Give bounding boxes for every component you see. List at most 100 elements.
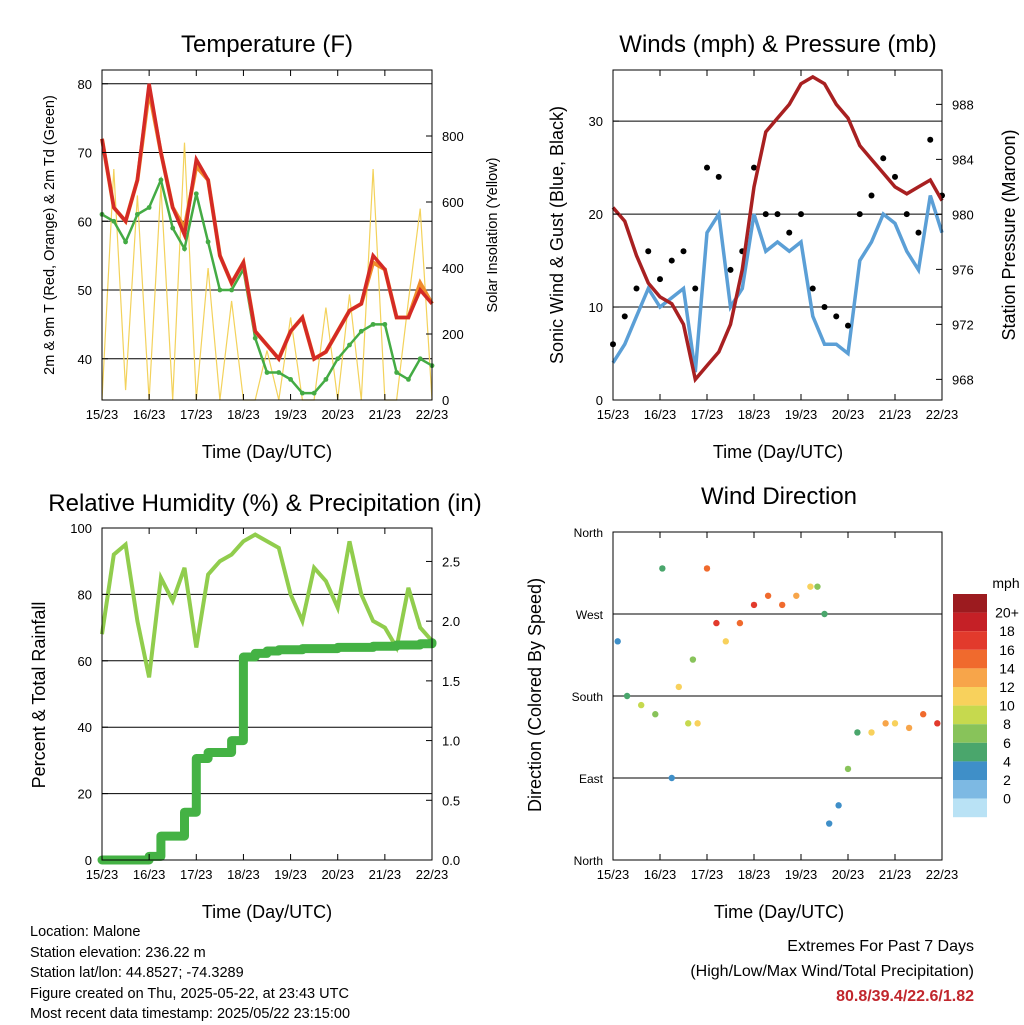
x-tick-label: 15/23 [86, 407, 119, 422]
y-tick-label: 980 [952, 207, 974, 222]
x-tick-label: 22/23 [926, 407, 959, 422]
y-tick-label: 10 [589, 300, 603, 315]
y-tick-label: 0.0 [442, 853, 460, 868]
legend-label: 12 [999, 679, 1015, 695]
direction-point [835, 802, 842, 809]
direction-point [764, 592, 772, 599]
legend-label: 10 [999, 698, 1015, 714]
y-tick-label: 2.5 [442, 554, 460, 569]
direction-point [652, 711, 659, 718]
gust-point [704, 164, 710, 171]
direction-point [920, 711, 927, 718]
x-tick-label: 21/23 [369, 867, 402, 882]
gust-point [621, 313, 628, 320]
y-tick-label: 0.5 [442, 793, 460, 808]
recent-timestamp: Most recent data timestamp: 2025/05/22 2… [30, 1006, 351, 1023]
y-tick-label: 976 [952, 262, 974, 277]
precipitation-line [97, 638, 437, 865]
dewpoint-point [193, 191, 199, 197]
direction-point [844, 765, 852, 773]
legend-label: 18 [999, 623, 1015, 639]
gust-point [633, 285, 640, 292]
winds-y-ticks-left: 0 10 20 30 [589, 114, 619, 408]
legend-swatch [953, 631, 987, 650]
gust-point [774, 211, 781, 218]
direction-point [713, 619, 720, 627]
extremes-subtitle: (High/Low/Max Wind/Total Precipitation) [690, 963, 974, 980]
temperature-y-label-left: 2m & 9m T (Red, Orange) & 2m Td (Green) [42, 95, 58, 375]
dewpoint-point [358, 328, 364, 334]
dewpoint-point [288, 376, 293, 382]
winds-y-ticks-right: 968 972 976 980 984 988 [936, 97, 974, 387]
y-tick-label: West [576, 608, 604, 622]
dewpoint-point [276, 370, 282, 375]
x-tick-label: 22/23 [416, 407, 449, 422]
x-tick-label: 19/23 [274, 867, 307, 882]
dewpoint-point [406, 376, 411, 382]
y-tick-label: 200 [442, 327, 464, 342]
dewpoint-point [299, 390, 305, 396]
x-tick-label: 18/23 [227, 407, 260, 422]
gust-point [680, 248, 687, 255]
x-tick-label: 17/23 [691, 867, 724, 882]
station-info: Location: Malone Station elevation: 236.… [30, 922, 350, 1025]
legend-label: 16 [999, 642, 1015, 658]
x-tick-label: 15/23 [86, 867, 119, 882]
y-tick-label: 80 [78, 587, 92, 602]
gust-point [833, 313, 840, 320]
x-tick-label: 18/23 [227, 867, 260, 882]
gust-point [927, 136, 934, 143]
winds-title: Winds (mph) & Pressure (mb) [619, 31, 936, 58]
winds-series [610, 74, 945, 384]
winds-y-label-right: Station Pressure (Maroon) [999, 129, 1019, 340]
extremes-title: Extremes For Past 7 Days [787, 938, 974, 955]
direction-point [689, 656, 697, 663]
y-tick-label: 100 [70, 521, 92, 536]
direction-point [779, 601, 786, 609]
y-tick-label: 80 [78, 77, 92, 92]
direction-point [750, 601, 758, 609]
x-tick-label: 20/23 [321, 407, 354, 422]
y-tick-label: 800 [442, 129, 464, 144]
winds-y-label-left: Sonic Wind & Gust (Blue, Black) [547, 106, 567, 364]
sonic-wind-line [611, 194, 944, 373]
solar-line [101, 142, 433, 401]
dewpoint-point [347, 342, 352, 348]
direction-point [807, 583, 814, 590]
humidity-y-label-left: Percent & Total Rainfall [29, 602, 49, 789]
gust-point [880, 155, 887, 162]
pressure-line [611, 74, 944, 384]
x-tick-label: 16/23 [133, 407, 166, 422]
dewpoint-point [323, 376, 329, 382]
x-tick-label: 16/23 [133, 867, 166, 882]
humidity-plot-frame [101, 527, 433, 861]
dewpoint-point [252, 335, 258, 341]
gust-point [668, 257, 675, 264]
humidity-x-label: Time (Day/UTC) [202, 902, 332, 922]
winds-plot-frame [612, 69, 943, 401]
humidity-y-ticks-right: 0.0 0.5 1.0 1.5 2.0 2.5 [426, 554, 460, 868]
y-tick-label: 600 [442, 195, 464, 210]
legend-label: 14 [999, 660, 1015, 676]
dewpoint-point [134, 211, 140, 217]
x-tick-label: 21/23 [369, 407, 402, 422]
y-tick-label: 2.0 [442, 614, 460, 629]
direction-point [821, 610, 828, 618]
wind-direction-x-ticks: 15/23 16/23 17/23 18/23 19/23 20/23 21/23 22/23 [597, 532, 958, 882]
direction-point [736, 619, 744, 627]
x-tick-label: 20/23 [321, 867, 354, 882]
temperature-series [99, 83, 435, 396]
y-tick-label: 968 [952, 372, 974, 387]
dewpoint-point [170, 225, 176, 231]
x-tick-label: 22/23 [416, 867, 449, 882]
legend-swatch [953, 594, 987, 613]
y-tick-label: 0 [596, 393, 603, 408]
temperature-y-ticks-left: 40 50 60 70 80 [78, 77, 108, 367]
y-tick-label: 0 [442, 393, 449, 408]
extremes-values: 80.8/39.4/22.6/1.82 [836, 988, 974, 1005]
wind-direction-panel: Wind Direction North East South West North 1… [525, 483, 1020, 922]
x-tick-label: 15/23 [597, 867, 630, 882]
station-latlon: Station lat/lon: 44.8527; -74.3289 [30, 965, 244, 982]
direction-point [703, 565, 711, 572]
y-tick-label: 972 [952, 317, 974, 332]
